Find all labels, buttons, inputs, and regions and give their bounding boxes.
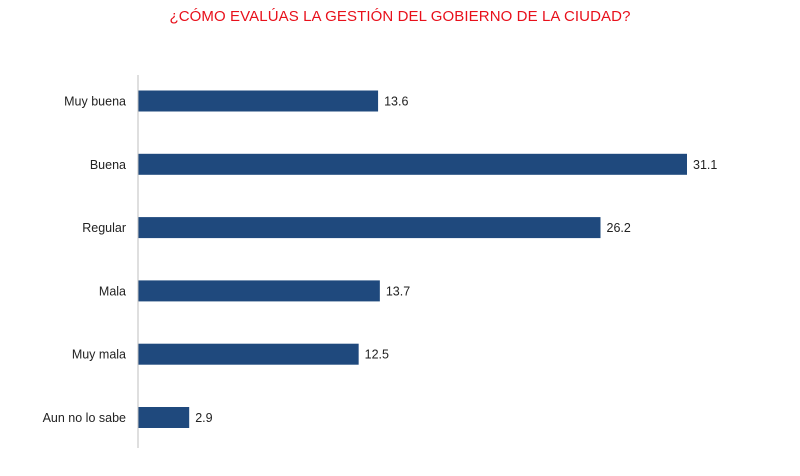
chart-title: ¿CÓMO EVALÚAS LA GESTIÓN DEL GOBIERNO DE… (169, 8, 631, 25)
value-label: 26.2 (607, 221, 631, 235)
category-label: Mala (99, 284, 126, 298)
value-label: 13.6 (384, 95, 408, 109)
category-label: Muy buena (64, 95, 126, 109)
value-label: 2.9 (195, 411, 212, 425)
bar-buena (138, 153, 687, 175)
category-label: Buena (90, 158, 126, 172)
category-label: Muy mala (72, 348, 126, 362)
category-label: Regular (82, 221, 126, 235)
bar-regular (138, 217, 601, 239)
bar-aun-no-lo-sabe (138, 407, 190, 428)
value-label: 31.1 (693, 158, 717, 172)
bar-mala (138, 280, 380, 302)
value-label: 12.5 (365, 348, 389, 362)
bar-muy-buena (138, 90, 379, 112)
category-label: Aun no lo sabe (43, 411, 126, 425)
bar-muy-mala (138, 343, 359, 365)
value-label: 13.7 (386, 284, 410, 298)
